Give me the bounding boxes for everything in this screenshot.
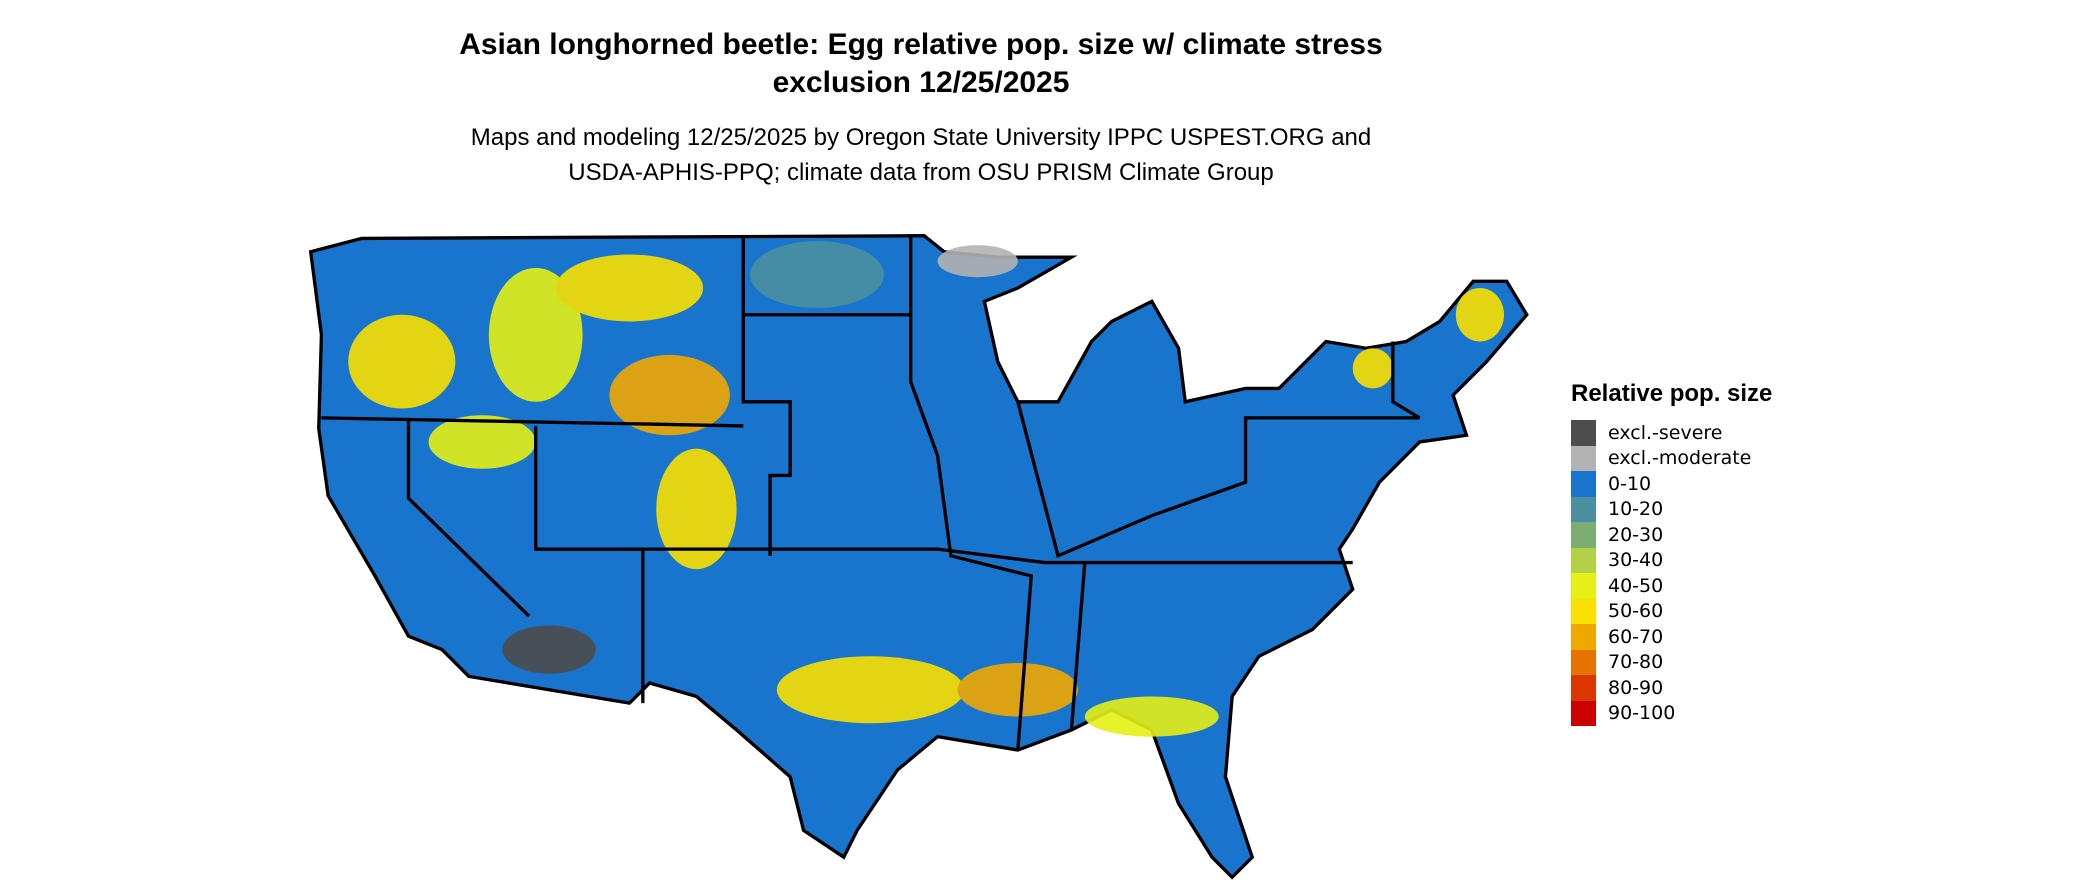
legend-item: 20-30 [1571,522,1772,548]
state-borders [321,235,1421,751]
patch-texas-gulf [776,656,965,724]
legend-item: 40-50 [1571,573,1772,599]
border-mississippi [909,235,1034,751]
patch-colorado [656,448,737,570]
legend-item: 10-20 [1571,496,1772,522]
border-southeast [1069,562,1087,731]
legend-label: 10-20 [1608,498,1664,521]
border-great-plains-west [741,235,792,556]
patch-northwest [348,314,456,409]
legend-item: 60-70 [1571,624,1772,650]
title-line-1: Asian longhorned beetle: Egg relative po… [459,28,1383,61]
legend-item: 50-60 [1571,598,1772,624]
legend-item: 90-100 [1571,700,1772,726]
legend-swatch [1571,598,1596,624]
patch-minnesota-excl [937,245,1018,278]
patch-adirondacks [1352,348,1393,389]
patch-great-basin [428,415,536,469]
patch-louisiana [957,662,1079,717]
patch-arizona-excl [502,625,596,674]
patch-north-dakota [750,241,884,309]
legend-item: 0-10 [1571,471,1772,497]
legend-item: 30-40 [1571,547,1772,573]
patch-maine [1455,287,1505,342]
border-nevada-california [406,417,531,618]
legend-title: Relative pop. size [1571,380,1773,407]
legend-item: 70-80 [1571,649,1772,675]
legend-label: 50-60 [1608,600,1664,623]
legend-swatch [1571,700,1596,726]
legend-label: 30-40 [1608,549,1664,572]
legend-label: excl.-severe [1608,421,1723,444]
title-line-2: exclusion 12/25/2025 [772,66,1070,99]
legend: Relative pop. size excl.-severe excl.-mod… [1571,380,1772,726]
legend-item: excl.-moderate [1571,445,1772,471]
legend-swatch [1571,547,1596,573]
legend-label: 40-50 [1608,574,1664,597]
legend-swatch [1571,445,1596,471]
legend-swatch [1571,471,1596,497]
legend-swatch [1571,420,1596,446]
legend-swatch [1571,522,1596,548]
legend-swatch [1571,649,1596,675]
legend-swatch [1571,624,1596,650]
legend-swatch [1571,496,1596,522]
patch-idaho [488,267,583,402]
patch-gulf-coast [1084,696,1219,737]
legend-label: 70-80 [1608,651,1664,674]
legend-label: 90-100 [1608,702,1676,725]
legend-label: 60-70 [1608,625,1664,648]
border-new-england [1391,341,1421,420]
border-west-of-rockies [321,416,744,428]
legend-swatch [1571,573,1596,599]
legend-swatch [1571,675,1596,701]
legend-label: excl.-moderate [1608,447,1752,470]
climate-suitability-patches [348,241,1505,737]
legend-label: 20-30 [1608,523,1664,546]
legend-item: 80-90 [1571,675,1772,701]
subtitle-line-2: USDA-APHIS-PPQ; climate data from OSU PR… [568,159,1274,186]
patch-wyoming [609,354,730,436]
legend-label: 80-90 [1608,676,1664,699]
subtitle-line-1: Maps and modeling 12/25/2025 by Oregon S… [470,124,1372,151]
patch-montana [555,254,704,322]
border-mid-latitude [535,547,1353,565]
legend-keys: excl.-severe excl.-moderate 0-10 10-20 20-30… [1571,420,1772,726]
legend-label: 0-10 [1608,472,1652,495]
border-ohio-valley [1016,401,1420,559]
legend-item: excl.-severe [1571,420,1772,446]
